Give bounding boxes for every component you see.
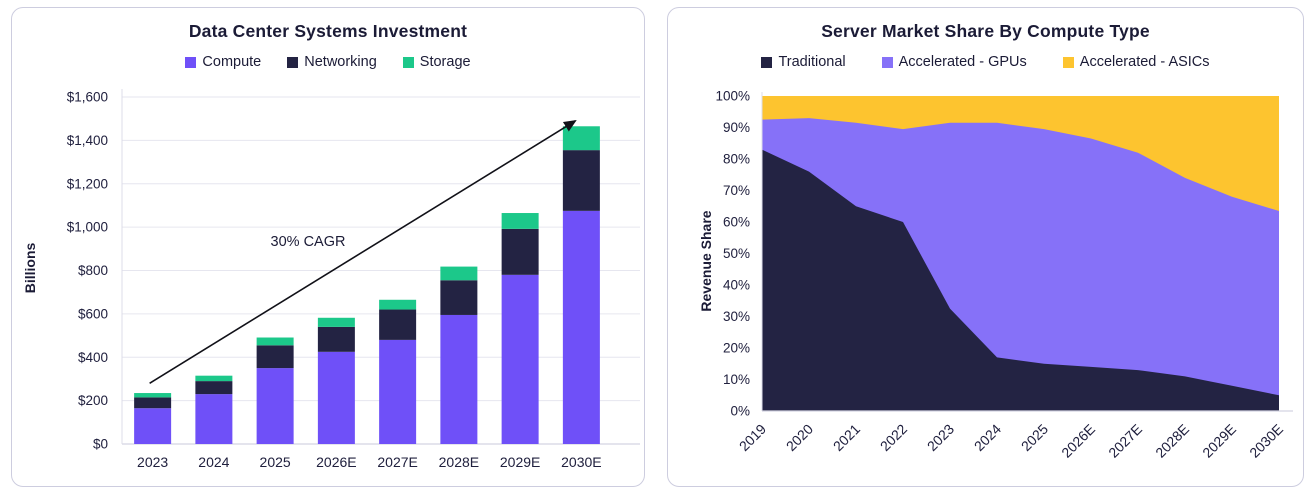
chart-title: Data Center Systems Investment — [188, 21, 468, 41]
legend-item: Accelerated - ASICs — [1062, 54, 1210, 70]
y-tick-label: 60% — [723, 215, 750, 230]
area-layer-traditional — [762, 149, 1279, 411]
bar-segment-networking — [562, 150, 600, 211]
legend-label: Compute — [202, 54, 262, 70]
stacked-area-chart: 0% 10% 20% 30% 40% 50% 60% 70% 80% 90% 100% 2019 202… — [715, 89, 1293, 461]
x-tick-label: 2028E — [1152, 421, 1192, 461]
legend-label: Traditional — [778, 54, 846, 70]
legend-label: Storage — [419, 54, 471, 70]
y-tick-label: $200 — [78, 393, 108, 408]
x-tick-label: 2026E — [1058, 421, 1098, 461]
bar-segment-networking — [134, 397, 172, 409]
x-tick-label: 2021 — [830, 421, 863, 454]
chart-legend: Compute Networking Storage — [12, 54, 644, 70]
y-tick-label: 0% — [730, 404, 750, 419]
x-tick-label: 2030E — [561, 454, 601, 470]
y-tick-label: $1,200 — [67, 176, 108, 191]
bar-segment-networking — [256, 345, 294, 369]
cagr-arrow — [149, 120, 577, 384]
x-tick-label: 2029E — [500, 454, 540, 470]
investment-chart-panel: Data Center Systems Investment Compute Ne… — [11, 7, 645, 487]
y-tick-label: 80% — [723, 152, 750, 167]
x-tick-label: 2024 — [971, 421, 1004, 454]
legend-item: Compute — [185, 54, 261, 70]
y-tick-label: 40% — [723, 278, 750, 293]
legend-item: Networking — [287, 54, 377, 70]
y-tick-label: 30% — [723, 309, 750, 324]
bar-segment-compute — [379, 339, 417, 444]
x-tick-label: 2025 — [1018, 421, 1051, 454]
bar-segment-networking — [440, 280, 478, 315]
bar-segment-storage — [256, 337, 294, 346]
bar-segment-storage — [440, 266, 478, 281]
y-tick-label: 20% — [723, 341, 750, 356]
legend-label: Networking — [304, 54, 377, 70]
y-tick-label: 10% — [723, 372, 750, 387]
y-tick-label: 50% — [723, 246, 750, 261]
legend-label: Accelerated - GPUs — [898, 54, 1027, 70]
legend-item: Traditional — [761, 54, 846, 70]
x-tick-label: 2019 — [736, 421, 769, 454]
bar-segment-compute — [134, 408, 172, 444]
bar-segment-storage — [317, 317, 355, 327]
bar-segment-networking — [501, 228, 539, 275]
bar-segment-networking — [379, 309, 417, 340]
y-tick-label: $1,400 — [67, 133, 108, 148]
chart-legend: Traditional Accelerated - GPUs Accelerated… — [668, 54, 1303, 70]
x-tick-label: 2025 — [260, 454, 291, 470]
bar-segment-compute — [501, 274, 539, 444]
x-tick-label: 2027E — [377, 454, 417, 470]
bar-segment-storage — [134, 393, 172, 398]
bar-segment-compute — [440, 314, 478, 444]
y-tick-label: $0 — [93, 437, 108, 452]
chart-title: Server Market Share By Compute Type — [821, 21, 1150, 41]
x-tick-label: 2022 — [877, 421, 910, 454]
cagr-annotation: 30% CAGR — [271, 234, 346, 250]
legend-swatch-icon — [402, 56, 414, 68]
legend-item: Storage — [402, 54, 471, 70]
bar-segment-networking — [317, 326, 355, 352]
legend-label: Accelerated - ASICs — [1079, 54, 1210, 70]
bar-segment-compute — [317, 351, 355, 444]
bar-segment-storage — [379, 299, 417, 310]
y-tick-label: $400 — [78, 350, 108, 365]
y-tick-label: $1,600 — [67, 90, 108, 105]
y-tick-label: $600 — [78, 306, 108, 321]
legend-swatch-icon — [881, 56, 893, 68]
x-tick-label: 2027E — [1105, 421, 1145, 461]
x-tick-label: 2023 — [924, 421, 957, 454]
stacked-bar-chart: $0 $200 $400 $600 $800 $1,000 $1,200 $1,400 $1,6… — [67, 89, 640, 470]
bar-segment-storage — [562, 126, 600, 151]
legend-swatch-icon — [185, 56, 197, 68]
bar-segment-compute — [256, 368, 294, 444]
bar-segment-compute — [195, 394, 233, 444]
x-tick-label: 2029E — [1199, 421, 1239, 461]
y-tick-label: $1,000 — [67, 220, 108, 235]
y-tick-label: 90% — [723, 120, 750, 135]
y-tick-label: $800 — [78, 263, 108, 278]
x-tick-label: 2024 — [198, 454, 229, 470]
x-tick-label: 2020 — [783, 421, 816, 454]
x-tick-label: 2028E — [439, 454, 479, 470]
x-tick-label: 2026E — [316, 454, 356, 470]
bar-segment-storage — [195, 375, 233, 382]
bar-segment-storage — [501, 213, 539, 229]
x-tick-label: 2030E — [1246, 421, 1286, 461]
market-share-chart-panel: Server Market Share By Compute Type Trad… — [667, 7, 1304, 487]
bar-segment-compute — [562, 210, 600, 444]
legend-item: Accelerated - GPUs — [881, 54, 1027, 70]
y-tick-label: 100% — [715, 89, 750, 104]
legend-swatch-icon — [761, 56, 773, 68]
y-tick-label: 70% — [723, 183, 750, 198]
legend-swatch-icon — [287, 56, 299, 68]
bar-segment-networking — [195, 381, 233, 395]
legend-swatch-icon — [1062, 56, 1074, 68]
x-tick-label: 2023 — [137, 454, 168, 470]
